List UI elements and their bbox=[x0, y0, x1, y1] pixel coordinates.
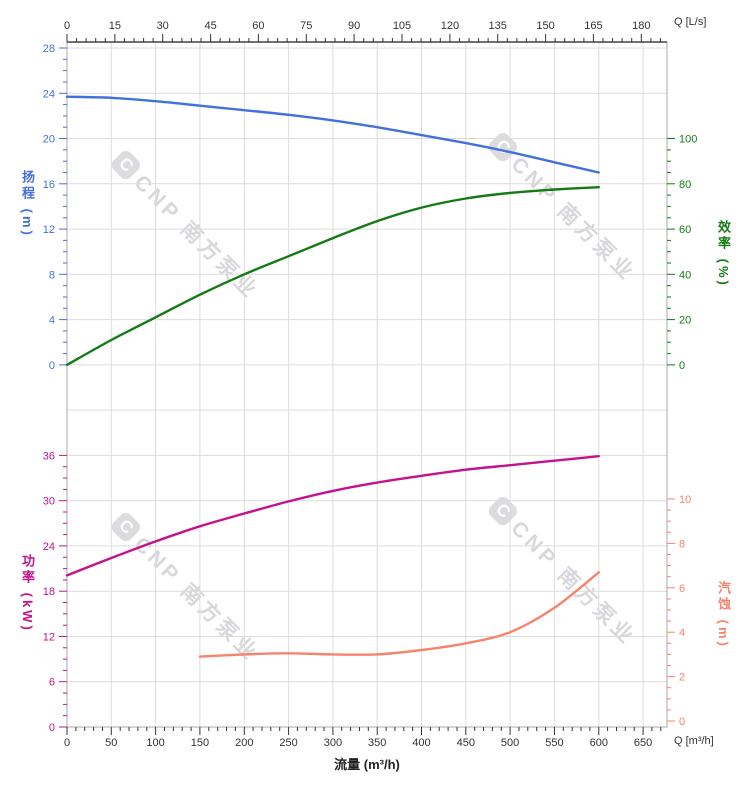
svg-text:600: 600 bbox=[590, 737, 608, 749]
svg-text:4: 4 bbox=[49, 315, 55, 327]
svg-text:45: 45 bbox=[204, 20, 216, 32]
svg-text:250: 250 bbox=[279, 737, 297, 749]
svg-text:6: 6 bbox=[49, 677, 55, 689]
svg-text:0: 0 bbox=[49, 360, 55, 372]
svg-text:90: 90 bbox=[348, 20, 360, 32]
top-axis-unit: Q [L/s] bbox=[674, 16, 707, 28]
svg-text:350: 350 bbox=[368, 737, 386, 749]
svg-text:60: 60 bbox=[252, 20, 264, 32]
svg-text:150: 150 bbox=[191, 737, 209, 749]
power-axis-title: 功率 (kW) bbox=[20, 554, 35, 633]
svg-text:16: 16 bbox=[43, 179, 55, 191]
svg-text:2: 2 bbox=[679, 672, 685, 684]
svg-text:30: 30 bbox=[43, 496, 55, 508]
svg-text:8: 8 bbox=[49, 269, 55, 281]
svg-text:36: 36 bbox=[43, 450, 55, 462]
svg-text:24: 24 bbox=[43, 88, 55, 100]
svg-text:30: 30 bbox=[157, 20, 169, 32]
svg-text:4: 4 bbox=[679, 627, 685, 639]
svg-text:400: 400 bbox=[412, 737, 430, 749]
svg-text:165: 165 bbox=[584, 20, 602, 32]
svg-text:0: 0 bbox=[49, 722, 55, 734]
svg-text:500: 500 bbox=[501, 737, 519, 749]
svg-text:105: 105 bbox=[393, 20, 411, 32]
npsh-axis-title: 汽蚀 (m) bbox=[716, 581, 731, 649]
svg-text:18: 18 bbox=[43, 586, 55, 598]
svg-text:300: 300 bbox=[324, 737, 342, 749]
svg-text:12: 12 bbox=[43, 224, 55, 236]
svg-text:135: 135 bbox=[489, 20, 507, 32]
svg-text:8: 8 bbox=[679, 538, 685, 550]
svg-text:100: 100 bbox=[146, 737, 164, 749]
svg-text:120: 120 bbox=[441, 20, 459, 32]
svg-text:24: 24 bbox=[43, 541, 55, 553]
svg-text:0: 0 bbox=[679, 716, 685, 728]
svg-text:200: 200 bbox=[235, 737, 253, 749]
bottom-axis-unit: Q [m³/h] bbox=[674, 735, 714, 747]
svg-text:80: 80 bbox=[679, 179, 691, 191]
svg-text:0: 0 bbox=[64, 20, 70, 32]
svg-text:75: 75 bbox=[300, 20, 312, 32]
svg-text:20: 20 bbox=[679, 315, 691, 327]
efficiency-axis-title: 效率 (%) bbox=[716, 220, 731, 288]
svg-text:650: 650 bbox=[634, 737, 652, 749]
svg-text:150: 150 bbox=[536, 20, 554, 32]
svg-text:40: 40 bbox=[679, 269, 691, 281]
svg-text:60: 60 bbox=[679, 224, 691, 236]
svg-text:0: 0 bbox=[679, 360, 685, 372]
svg-text:0: 0 bbox=[64, 737, 70, 749]
svg-text:15: 15 bbox=[109, 20, 121, 32]
svg-text:28: 28 bbox=[43, 43, 55, 55]
svg-text:50: 50 bbox=[105, 737, 117, 749]
svg-text:12: 12 bbox=[43, 632, 55, 644]
svg-text:100: 100 bbox=[679, 134, 697, 146]
svg-text:550: 550 bbox=[545, 737, 563, 749]
svg-text:20: 20 bbox=[43, 134, 55, 146]
svg-text:180: 180 bbox=[632, 20, 650, 32]
svg-text:6: 6 bbox=[679, 583, 685, 595]
x-axis-title: 流量 (m³/h) bbox=[334, 757, 400, 772]
head-axis-title: 扬程 (m) bbox=[20, 170, 35, 238]
svg-text:10: 10 bbox=[679, 494, 691, 506]
svg-text:450: 450 bbox=[457, 737, 475, 749]
